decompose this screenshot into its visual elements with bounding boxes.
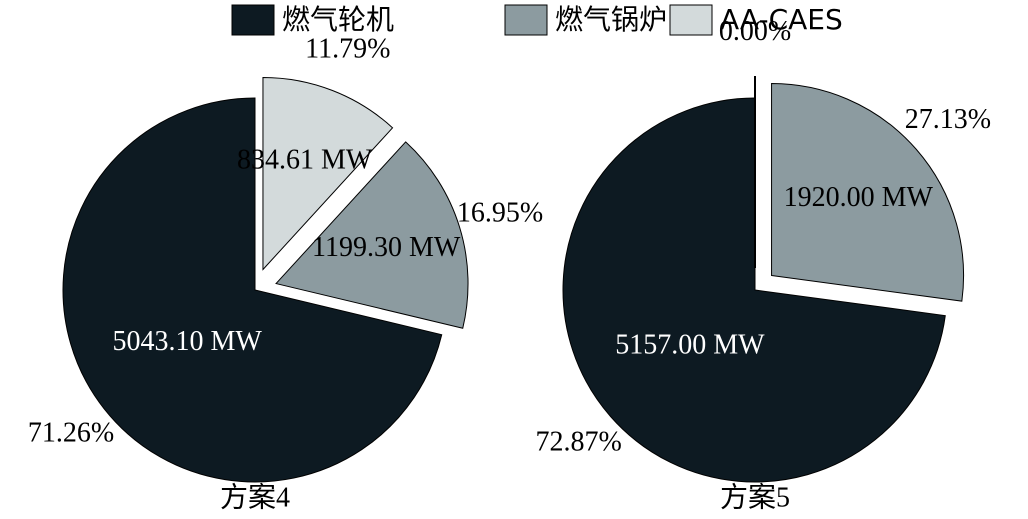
legend-swatch — [669, 4, 713, 36]
legend-label: AA-CAES — [720, 3, 843, 36]
slice — [262, 76, 394, 271]
legend-swatch — [231, 4, 275, 36]
percent-label: 71.26% — [28, 417, 114, 448]
percent-label: 27.13% — [905, 104, 991, 135]
value-label: 5043.10 MW — [113, 326, 263, 357]
slice — [275, 141, 469, 329]
percent-label: 72.87% — [535, 427, 621, 458]
legend-label: 燃气锅炉 — [555, 3, 667, 36]
chart-title: 方案4 — [220, 481, 290, 513]
chart-title: 方案5 — [720, 481, 790, 513]
slice — [771, 83, 965, 302]
legend-label: 燃气轮机 — [282, 3, 394, 36]
value-label: 1920.00 MW — [784, 182, 934, 213]
percent-label: 11.79% — [305, 34, 390, 65]
value-label: 1199.30 MW — [312, 232, 461, 263]
percent-label: 16.95% — [457, 197, 543, 228]
legend-swatch — [504, 4, 548, 36]
value-label: 834.61 MW — [237, 145, 373, 176]
slice — [562, 97, 946, 483]
slice — [62, 97, 443, 483]
value-label: 5157.00 MW — [615, 329, 765, 360]
percent-label: 0.00% — [719, 16, 791, 47]
